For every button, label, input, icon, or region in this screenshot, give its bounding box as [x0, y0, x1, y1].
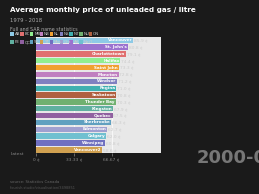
Text: Mtn: Mtn [54, 40, 61, 44]
Text: Thunder Bay: Thunder Bay [85, 100, 115, 104]
Bar [36, 92, 116, 98]
Text: 66.3 ¢: 66.3 ¢ [112, 120, 126, 124]
Bar [36, 133, 106, 139]
Text: Winnipeg: Winnipeg [82, 141, 104, 145]
Text: 79.1 ¢: 79.1 ¢ [127, 52, 140, 56]
Text: 72.8 ¢: 72.8 ¢ [119, 73, 133, 76]
FancyBboxPatch shape [40, 32, 43, 36]
Text: 85.9 ¢: 85.9 ¢ [134, 38, 148, 42]
FancyBboxPatch shape [50, 40, 53, 44]
Bar [36, 120, 111, 125]
Text: MB: MB [34, 32, 40, 36]
Text: Full and SAR name statistics: Full and SAR name statistics [10, 27, 78, 32]
Text: Regina: Regina [99, 86, 116, 90]
Text: Saskatoon: Saskatoon [91, 93, 116, 97]
Bar [36, 140, 105, 146]
Bar [36, 127, 107, 132]
Text: BC: BC [24, 32, 30, 36]
Text: NU: NU [83, 32, 89, 36]
FancyBboxPatch shape [10, 40, 14, 44]
Text: 80.8 ¢: 80.8 ¢ [128, 45, 142, 49]
FancyBboxPatch shape [20, 32, 24, 36]
Text: Calgary: Calgary [88, 134, 105, 138]
Text: 67.9 ¢: 67.9 ¢ [114, 107, 128, 111]
Text: YT: YT [44, 40, 49, 44]
Text: ON: ON [93, 32, 99, 36]
FancyBboxPatch shape [50, 32, 53, 36]
FancyBboxPatch shape [20, 40, 24, 44]
Text: QC: QC [24, 40, 30, 44]
Text: AB: AB [15, 32, 20, 36]
Text: 71.0 ¢: 71.0 ¢ [117, 86, 131, 90]
Bar [36, 99, 116, 105]
FancyBboxPatch shape [10, 32, 14, 36]
Text: 71.2 ¢: 71.2 ¢ [118, 79, 132, 83]
Bar [36, 86, 117, 91]
Text: flourish.studio/visualisation/3498851: flourish.studio/visualisation/3498851 [10, 186, 76, 190]
Bar [36, 38, 133, 43]
Text: Atl: Atl [74, 40, 79, 44]
Text: Nat'l: Nat'l [83, 40, 93, 44]
Text: NL: NL [54, 32, 59, 36]
FancyBboxPatch shape [79, 40, 83, 44]
FancyBboxPatch shape [89, 32, 92, 36]
Text: SK: SK [34, 40, 39, 44]
Text: 73.3 ¢: 73.3 ¢ [120, 66, 134, 70]
Text: 1979 - 2018: 1979 - 2018 [10, 18, 42, 23]
Text: Halifax: Halifax [103, 59, 119, 63]
Text: Windsor: Windsor [96, 79, 116, 83]
Text: 70.3 ¢: 70.3 ¢ [117, 100, 131, 104]
Text: NT: NT [74, 32, 79, 36]
Text: 58.6 ¢: 58.6 ¢ [103, 148, 117, 152]
Bar [36, 51, 126, 57]
Text: 2000-04: 2000-04 [197, 149, 259, 167]
Text: St. John's: St. John's [105, 45, 127, 49]
Bar [36, 113, 112, 118]
Text: Ont: Ont [64, 40, 71, 44]
Text: Vancouver: Vancouver [108, 38, 132, 42]
Text: 62.0 ¢: 62.0 ¢ [107, 134, 121, 138]
Bar [36, 106, 113, 111]
Bar [36, 79, 117, 84]
FancyBboxPatch shape [40, 40, 43, 44]
Bar [36, 147, 103, 152]
FancyBboxPatch shape [69, 32, 73, 36]
FancyBboxPatch shape [60, 40, 63, 44]
Text: Edmonton: Edmonton [82, 127, 106, 131]
Text: Average monthly price of unleaded gas / litre: Average monthly price of unleaded gas / … [10, 7, 196, 13]
FancyBboxPatch shape [69, 40, 73, 44]
Text: Vancouver2: Vancouver2 [74, 148, 102, 152]
Bar [36, 65, 119, 70]
Text: source: Statistics Canada: source: Statistics Canada [10, 180, 60, 184]
Text: Sherbrooke: Sherbrooke [84, 120, 110, 124]
FancyBboxPatch shape [30, 40, 33, 44]
Text: Latest: Latest [10, 152, 24, 156]
Text: 60.8 ¢: 60.8 ¢ [106, 141, 120, 145]
Text: Moncton: Moncton [97, 73, 118, 76]
Text: Kingston: Kingston [91, 107, 112, 111]
Bar [36, 58, 120, 63]
FancyBboxPatch shape [79, 32, 83, 36]
Text: PE: PE [15, 40, 19, 44]
Text: Quebec: Quebec [94, 114, 112, 118]
Text: Saint John: Saint John [95, 66, 118, 70]
Text: NS: NS [64, 32, 69, 36]
Bar [36, 44, 128, 50]
Text: NB: NB [44, 32, 50, 36]
Text: 70.8 ¢: 70.8 ¢ [117, 93, 131, 97]
Bar [36, 72, 119, 77]
Text: 74.4 ¢: 74.4 ¢ [121, 59, 135, 63]
Text: 67.5 ¢: 67.5 ¢ [113, 114, 127, 118]
Text: Charlottetown: Charlottetown [91, 52, 125, 56]
FancyBboxPatch shape [60, 32, 63, 36]
Text: 62.7 ¢: 62.7 ¢ [108, 127, 122, 131]
FancyBboxPatch shape [30, 32, 33, 36]
